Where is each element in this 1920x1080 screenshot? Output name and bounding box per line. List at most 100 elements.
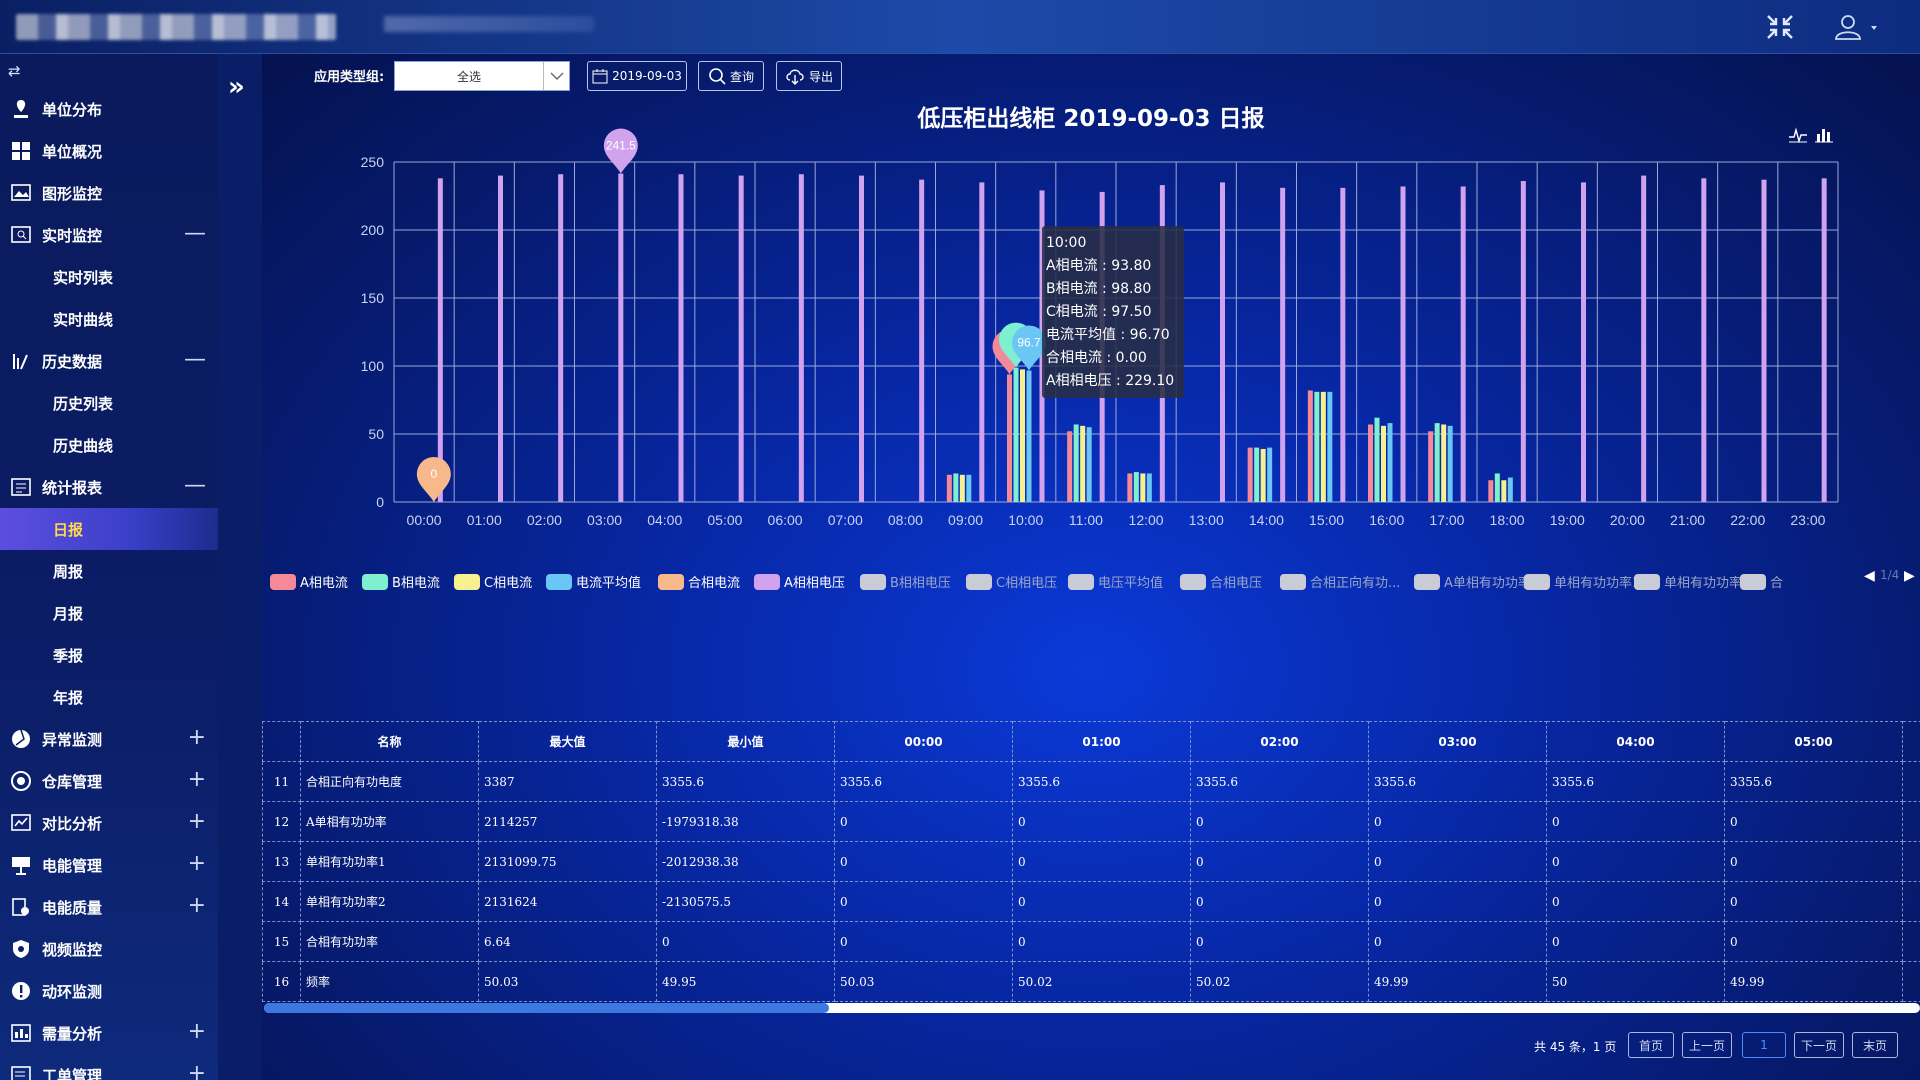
sidebar-subitem[interactable]: 月报 [53,604,84,623]
bar-chart-toggle-icon[interactable] [1814,126,1834,144]
collapse-minus-icon[interactable]: — [184,347,206,372]
legend-item[interactable]: A相相电压 [754,572,845,591]
expand-plus-icon[interactable]: + [187,767,206,792]
sidebar-subitem[interactable]: 年报 [53,688,84,707]
legend-item[interactable]: 合相正向有功... [1280,572,1400,591]
expand-menu-icon[interactable]: » [228,72,245,102]
next-page-button[interactable]: 下一页 [1794,1032,1844,1058]
sidebar-item-label: 对比分析 [42,814,103,833]
table-cell: A单相有功功率 [300,801,479,842]
legend-item[interactable]: B相电流 [362,572,440,591]
table-cell: 单相有功功率2 [300,881,479,922]
legend-item[interactable]: A单相有功功率 [1414,572,1531,591]
bar [1086,427,1092,502]
sidebar-item[interactable]: 仓库管理 + [0,760,218,802]
legend-item[interactable]: 电压平均值 [1068,572,1163,591]
x-tick-label: 19:00 [1550,512,1585,528]
table-cell: 频率 [300,961,479,1002]
collapse-minus-icon[interactable]: — [184,221,206,246]
sidebar-item-label: 工单管理 [42,1066,103,1080]
table-cell: 0 [1190,921,1369,962]
sidebar-item[interactable]: 单位分布 [0,88,218,130]
bar [1140,473,1146,502]
line-chart-toggle-icon[interactable] [1788,126,1808,144]
sidebar-subitem[interactable]: 季报 [53,646,84,665]
first-page-button[interactable]: 首页 [1628,1032,1674,1058]
column-header: 04:00 [1546,721,1725,762]
legend-label: 合 [1770,576,1784,591]
legend-item[interactable]: 合相电流 [658,572,740,591]
expand-plus-icon[interactable]: + [187,1061,206,1080]
expand-plus-icon[interactable]: + [187,725,206,750]
expand-plus-icon[interactable]: + [187,809,206,834]
marker-pin [1012,325,1046,371]
bar [437,178,443,502]
sidebar-item[interactable]: 实时监控 — [0,214,218,256]
collapse-minus-icon[interactable]: — [184,473,206,498]
legend-swatch [1280,573,1306,590]
export-button[interactable]: 导出 [776,61,842,91]
x-tick-label: 07:00 [828,512,863,528]
type-group-label: 应用类型组: [314,70,385,85]
sidebar-item-label: 动环监测 [42,982,103,1001]
current-page-button[interactable]: 1 [1742,1032,1786,1058]
sidebar-item[interactable]: 电能管理 + [0,844,218,886]
x-tick-label: 12:00 [1129,512,1164,528]
last-page-button[interactable]: 末页 [1852,1032,1898,1058]
table-cell-overflow [1902,761,1920,802]
sidebar-item[interactable]: 视频监控 [0,928,218,970]
date-picker[interactable]: 2019-09-03 [587,61,687,91]
legend-item[interactable]: C相相电压 [966,572,1057,591]
legend-label: 合相电流 [688,576,741,591]
legend-label: A相相电压 [784,576,845,591]
sidebar-item-label: 电能管理 [42,856,103,875]
legend-item[interactable]: 单相有功功率1 [1524,572,1640,591]
type-group-select[interactable]: 全选 [394,61,570,91]
horizontal-scrollbar[interactable] [264,1003,1920,1013]
expand-plus-icon[interactable]: + [187,893,206,918]
sidebar-subitem[interactable]: 实时曲线 [53,310,114,329]
table-cell: -1979318.38 [656,801,835,842]
sidebar-item[interactable]: 工单管理 + [0,1054,218,1080]
legend-next-icon[interactable]: ▶ [1904,568,1915,584]
sidebar-subitem[interactable]: 历史曲线 [53,436,114,455]
filter-toolbar: 应用类型组: 全选 2019-09-03 查询 导出 [262,54,1920,96]
swap-icon[interactable]: ⇄ [8,62,21,80]
sidebar-item[interactable]: 电能质量 + [0,886,218,928]
table-cell-overflow [1902,801,1920,842]
legend-item[interactable]: C相电流 [454,572,532,591]
sidebar-subitem[interactable]: 周报 [53,562,84,581]
user-menu[interactable] [1832,12,1882,42]
table-cell: 6.64 [478,921,657,962]
legend-item[interactable]: 电流平均值 [546,572,641,591]
table-cell: 0 [1546,841,1725,882]
legend-item[interactable]: 单相有功功率2 [1634,572,1750,591]
legend-item[interactable]: A相电流 [270,572,348,591]
legend-label: 单相有功功率2 [1664,576,1751,591]
sidebar-subitem[interactable]: 历史列表 [53,394,114,413]
sidebar-item[interactable]: 对比分析 + [0,802,218,844]
legend-prev-icon[interactable]: ◀ [1864,568,1875,584]
sidebar-subitem[interactable]: 日报 [0,508,218,550]
legend-swatch [362,573,388,590]
search-icon [709,68,726,85]
sidebar-item[interactable]: 图形监控 [0,172,218,214]
sidebar-item[interactable]: 单位概况 [0,130,218,172]
sidebar-item[interactable]: 历史数据 — [0,340,218,382]
expand-plus-icon[interactable]: + [187,851,206,876]
scrollbar-thumb[interactable] [264,1003,829,1013]
collapse-fullscreen-icon[interactable] [1764,12,1796,42]
bar [1494,473,1500,502]
sidebar-item[interactable]: 统计报表 — [0,466,218,508]
sidebar-subitem[interactable]: 实时列表 [53,268,114,287]
prev-page-button[interactable]: 上一页 [1682,1032,1732,1058]
sidebar-item[interactable]: 动环监测 [0,970,218,1012]
sidebar-item[interactable]: 需量分析 + [0,1012,218,1054]
expand-plus-icon[interactable]: + [187,1019,206,1044]
bar [1460,186,1466,503]
legend-item[interactable]: 合相电压 [1180,572,1262,591]
legend-item[interactable]: B相相电压 [860,572,951,591]
sidebar-item[interactable]: 异常监测 + [0,718,218,760]
legend-item[interactable]: 合 [1740,572,1783,591]
query-button[interactable]: 查询 [698,61,764,91]
